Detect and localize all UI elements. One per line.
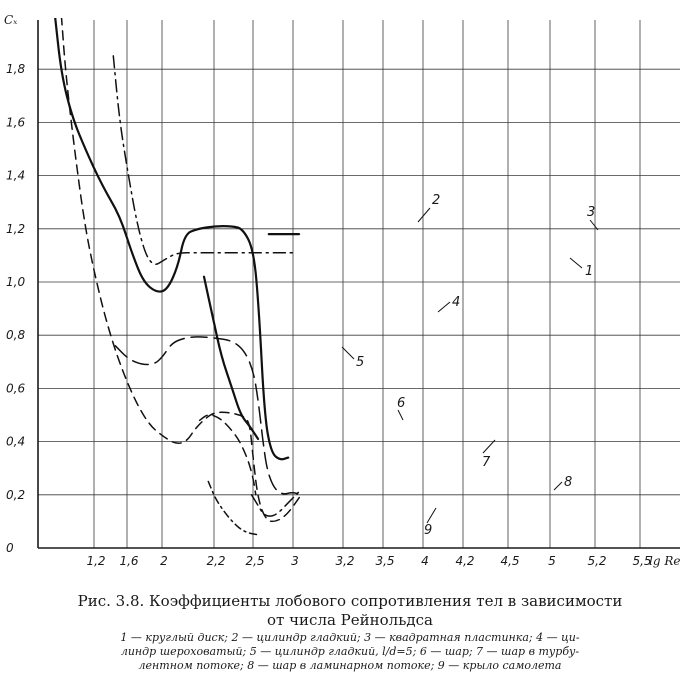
curve-label-1: 1 (585, 264, 593, 279)
y-axis-label: Cₓ (4, 13, 18, 27)
y-tick-label: 0,6 (6, 381, 25, 395)
leader-line-6 (397, 409, 404, 421)
figure-caption: Рис. 3.8. Коэффициенты лобового сопротив… (10, 592, 690, 630)
curve-label-8: 8 (564, 475, 572, 490)
curve-label-2: 2 (432, 193, 440, 208)
x-tick-label: 1,6 (119, 554, 138, 568)
leader-line-5 (341, 346, 355, 360)
x-tick-label: 4,2 (455, 554, 474, 568)
grid (38, 20, 680, 548)
leader-line-1 (569, 257, 583, 269)
y-tick-label: 1,6 (6, 115, 25, 129)
caption-legend-line-2: линдр шероховатый; 5 — цилиндр гладкий, … (120, 645, 580, 658)
x-tick-label: 4,5 (500, 554, 519, 568)
series-line-4 (202, 275, 260, 440)
y-tick-label: 0,4 (6, 435, 25, 449)
leader-line-4 (437, 301, 451, 313)
caption-legend-line-3: лентном потоке; 8 — шар в ламинарном пот… (138, 659, 562, 672)
y-tick-label: 0,2 (6, 488, 25, 502)
leader-line-2 (417, 207, 431, 223)
curve-label-5: 5 (356, 355, 364, 370)
axes: Cₓ lg Re (4, 13, 680, 568)
y-tick-label: 0,8 (6, 328, 25, 342)
x-tick-label: 2 (160, 554, 168, 568)
series-line-2 (54, 18, 290, 461)
y-tick-label: 1,0 (6, 275, 25, 289)
x-tick-label: 5,5 (632, 554, 651, 568)
x-tick-label: 3,2 (335, 554, 354, 568)
caption-legend-line-1: 1 — круглый диск; 2 — цилиндр гладкий; 3… (120, 631, 580, 644)
x-tick-label: 2,2 (206, 554, 225, 568)
series-line-7 (198, 414, 257, 496)
leader-line-7 (482, 439, 496, 454)
x-tick-label: 4 (421, 554, 429, 568)
drag-coefficient-chart: Cₓ lg Re 1,2 1,6 2 2,2 2,5 3 3,2 3,5 4 4,2 4,5 5 5,2… (4, 13, 680, 568)
x-tick-label: 5 (548, 554, 556, 568)
x-tick-label: 3,5 (375, 554, 394, 568)
y-tick-label: 0 (6, 541, 14, 555)
curve-label-6: 6 (397, 396, 405, 411)
series-line-9 (207, 480, 259, 536)
figure-legend: 1 — круглый диск; 2 — цилиндр гладкий; 3… (10, 631, 690, 673)
curve-label-3: 3 (587, 205, 595, 220)
x-tick-label: 5,2 (587, 554, 606, 568)
series-line-6 (60, 18, 302, 523)
leader-line-9 (426, 507, 437, 524)
x-axis-label: lg Re (649, 554, 680, 568)
tick-labels: 1,2 1,6 2 2,2 2,5 3 3,2 3,5 4 4,2 4,5 5 5,2 5,5 0 0,2 0,… (6, 62, 652, 568)
series-line-5 (114, 336, 302, 496)
x-tick-label: 2,5 (245, 554, 264, 568)
y-tick-label: 1,2 (6, 222, 25, 236)
y-tick-label: 1,8 (6, 62, 25, 76)
series (54, 18, 302, 536)
series-line-1 (112, 55, 298, 265)
leader-line-8 (553, 481, 563, 491)
y-tick-label: 1,4 (6, 169, 25, 183)
x-tick-label: 3 (291, 554, 299, 568)
curve-number-labels: 1 2 3 4 5 6 7 8 9 (341, 193, 599, 538)
curve-label-9: 9 (424, 523, 432, 538)
leader-line-3 (589, 219, 599, 231)
x-tick-label: 1,2 (86, 554, 105, 568)
series-line-8 (250, 488, 302, 517)
curve-label-7: 7 (482, 455, 491, 470)
curve-label-4: 4 (452, 295, 460, 310)
caption-title-line-2: от числа Рейнольдса (267, 611, 433, 629)
caption-title-line-1: Рис. 3.8. Коэффициенты лобового сопротив… (77, 592, 623, 610)
